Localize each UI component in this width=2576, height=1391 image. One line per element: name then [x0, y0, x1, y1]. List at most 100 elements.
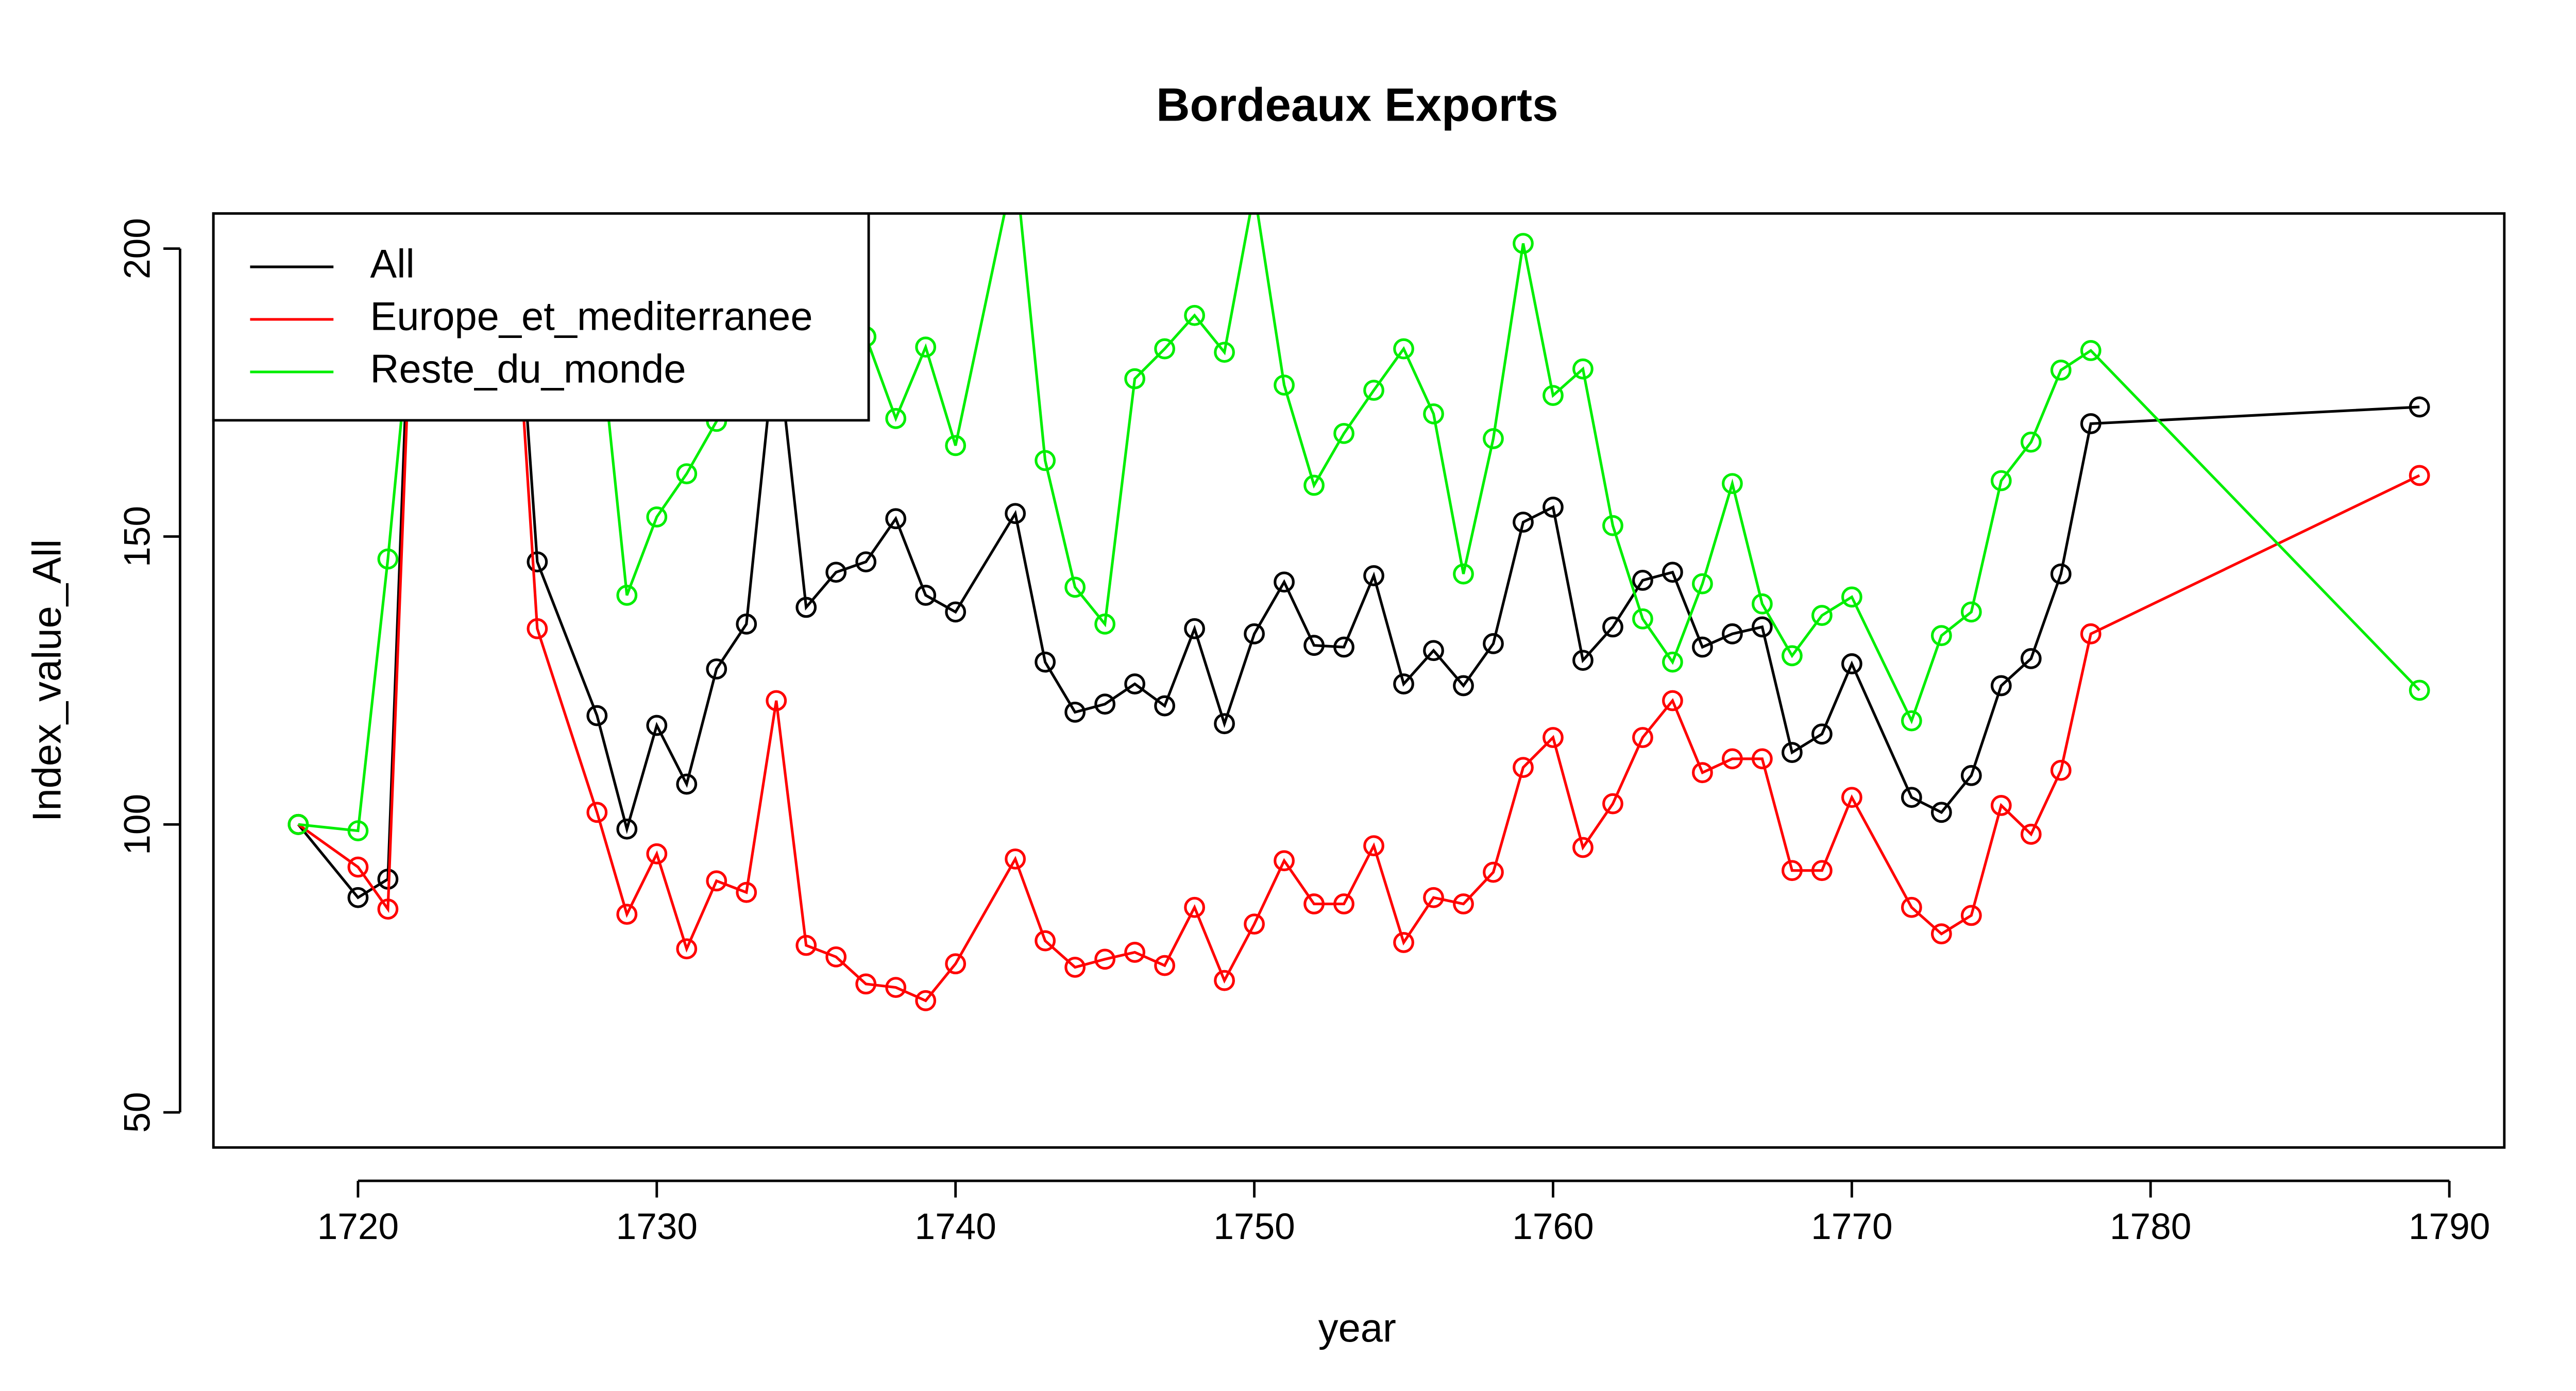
data-point	[1453, 563, 1474, 585]
data-point	[1692, 762, 1713, 784]
data-point	[1393, 673, 1414, 694]
data-point	[1453, 675, 1474, 697]
data-point	[1274, 375, 1295, 396]
data-point	[1483, 633, 1504, 654]
data-point	[1423, 887, 1444, 908]
data-point	[1960, 905, 1982, 926]
data-point	[1184, 304, 1205, 326]
chart-title: Bordeaux Exports	[1156, 79, 1558, 131]
data-point	[2080, 340, 2102, 361]
plot-area	[287, 66, 2430, 1011]
data-point	[2020, 431, 2042, 453]
data-point	[438, 66, 457, 85]
series-line	[297, 213, 2420, 900]
data-point	[1632, 569, 1653, 591]
data-point	[676, 938, 698, 960]
data-point	[2050, 563, 2072, 585]
series-line	[298, 213, 2421, 833]
data-point	[1184, 896, 1205, 918]
data-point	[1393, 338, 1414, 360]
data-point	[438, 153, 457, 172]
y-tick-label: 50	[117, 1092, 158, 1133]
data-point	[1632, 608, 1653, 630]
data-point	[616, 818, 638, 840]
data-point	[1572, 358, 1594, 380]
data-point	[1662, 651, 1683, 673]
data-point	[1901, 896, 1922, 918]
data-point	[1990, 795, 2012, 816]
legend-label: Europe_et_mediterranee	[370, 294, 812, 338]
data-point	[1662, 690, 1683, 711]
data-point	[1543, 385, 1564, 406]
data-point	[1692, 636, 1713, 658]
y-tick-label: 150	[117, 506, 158, 567]
data-point	[1333, 893, 1354, 914]
data-point	[855, 973, 877, 995]
data-point	[1005, 848, 1026, 870]
data-point	[795, 935, 817, 956]
data-point	[1393, 932, 1414, 953]
data-point	[1094, 613, 1116, 635]
data-point	[1333, 422, 1354, 444]
data-point	[1423, 403, 1444, 425]
data-point	[1363, 835, 1384, 857]
data-point	[1483, 861, 1504, 883]
data-point	[1811, 723, 1833, 745]
data-point	[1692, 573, 1713, 595]
data-point	[1930, 625, 1952, 647]
data-point	[1990, 675, 2012, 697]
x-tick-label: 1780	[2110, 1207, 2191, 1247]
data-point	[1303, 635, 1325, 656]
data-point	[2409, 465, 2430, 486]
data-point	[1752, 616, 1773, 638]
data-point	[409, 124, 427, 143]
data-point	[1901, 710, 1922, 732]
data-point	[855, 551, 877, 573]
x-tick-label: 1720	[317, 1207, 399, 1247]
data-point	[1632, 727, 1653, 748]
data-point	[1572, 837, 1594, 858]
legend-box	[212, 212, 870, 422]
y-tick-label: 100	[117, 794, 158, 855]
data-point	[1483, 428, 1504, 449]
data-point	[1154, 955, 1175, 976]
data-point	[2080, 623, 2102, 644]
data-point	[1214, 970, 1235, 991]
data-point	[1124, 368, 1146, 389]
data-point	[498, 124, 517, 143]
data-point	[1363, 380, 1384, 401]
data-point	[945, 601, 967, 623]
data-point	[646, 506, 668, 528]
data-point	[1841, 586, 1862, 608]
data-point	[1960, 765, 1982, 786]
data-point	[1363, 565, 1384, 586]
data-point	[885, 508, 907, 530]
data-point	[498, 153, 517, 172]
x-tick-label: 1770	[1811, 1207, 1892, 1247]
data-point	[1154, 338, 1175, 360]
x-tick-label: 1750	[1213, 1207, 1295, 1247]
data-point	[377, 898, 399, 920]
data-point	[347, 856, 369, 878]
legend: All Europe_et_mediterranee Reste_du_monde	[212, 212, 870, 422]
legend-label: Reste_du_monde	[370, 347, 686, 391]
data-point	[1722, 623, 1743, 644]
data-point	[1960, 601, 1982, 623]
data-point	[1035, 450, 1056, 471]
x-tick-label: 1730	[616, 1207, 698, 1247]
data-point	[1094, 693, 1116, 715]
data-point	[1035, 651, 1056, 673]
data-point	[616, 585, 638, 606]
data-point	[1513, 233, 1534, 254]
x-tick-label: 1740	[914, 1207, 996, 1247]
plot-frame	[212, 212, 2506, 1149]
data-point	[1006, 153, 1025, 172]
data-point	[1035, 930, 1056, 952]
data-point	[616, 904, 638, 925]
data-point	[1094, 948, 1116, 970]
data-point	[1245, 182, 1264, 200]
data-point	[1811, 860, 1833, 881]
data-point	[676, 773, 698, 795]
data-point	[1602, 616, 1623, 638]
